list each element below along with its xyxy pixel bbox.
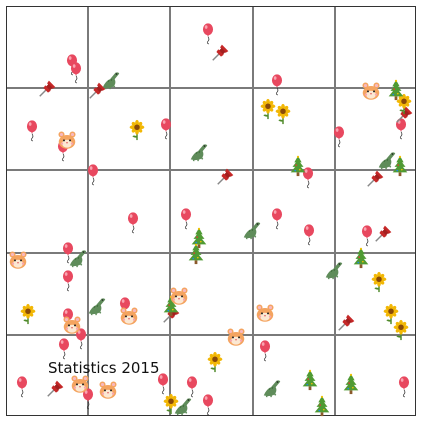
balloon-icon (70, 327, 92, 350)
pushpin-icon (87, 79, 109, 101)
crocodile-icon (261, 377, 283, 399)
sunflower-icon (393, 93, 415, 115)
grid-line-horizontal (7, 87, 415, 89)
sunflower-icon (160, 393, 182, 415)
pushpin-icon (215, 165, 237, 187)
pushpin-icon (336, 311, 358, 333)
balloon-icon (254, 339, 276, 362)
grid-line-horizontal (7, 169, 415, 171)
hamster-icon (168, 285, 190, 307)
game-board (6, 6, 416, 416)
sunflower-icon (272, 103, 294, 125)
crocodile-icon (188, 141, 210, 163)
sunflower-icon (257, 98, 279, 120)
balloon-icon (393, 375, 415, 398)
balloon-icon (82, 163, 104, 186)
crocodile-icon (376, 149, 398, 171)
crocodile-icon (86, 295, 108, 317)
sunflower-icon (390, 319, 412, 341)
balloon-icon (328, 125, 350, 148)
sunflower-icon (380, 303, 402, 325)
hamster-icon (69, 373, 91, 395)
hamster-icon (56, 129, 78, 151)
grid-line-vertical (334, 7, 336, 415)
balloon-icon (197, 22, 219, 45)
balloon-icon (175, 207, 197, 230)
balloon-icon (21, 119, 43, 142)
grid-line-vertical (169, 7, 171, 415)
christmas-tree-icon (389, 155, 411, 177)
hamster-icon (97, 379, 119, 401)
balloon-icon (11, 375, 33, 398)
balloon-icon (77, 387, 99, 410)
balloon-icon (152, 372, 174, 395)
hamster-icon (254, 302, 276, 324)
crocodile-icon (172, 395, 194, 417)
hamster-icon (118, 305, 140, 327)
balloon-icon (57, 241, 79, 264)
crocodile-icon (100, 69, 122, 91)
balloon-icon (298, 223, 320, 246)
balloon-icon (181, 375, 203, 398)
pushpin-icon (37, 77, 59, 99)
pushpin-icon (394, 103, 416, 125)
pushpin-icon (373, 222, 395, 244)
christmas-tree-icon (299, 369, 321, 391)
balloon-icon (53, 337, 75, 360)
sunflower-icon (368, 271, 390, 293)
christmas-tree-icon (385, 79, 407, 101)
pushpin-icon (365, 167, 387, 189)
christmas-tree-icon (287, 155, 309, 177)
christmas-tree-icon (185, 243, 207, 265)
grid-line-vertical (87, 7, 89, 415)
balloon-icon (122, 211, 144, 234)
chart-caption: Statistics 2015 (48, 359, 160, 377)
christmas-tree-icon (350, 247, 372, 269)
christmas-tree-icon (311, 395, 333, 417)
balloon-icon (65, 61, 87, 84)
balloon-icon (197, 393, 219, 416)
crocodile-icon (67, 247, 89, 269)
hamster-icon (360, 80, 382, 102)
hamster-icon (7, 249, 29, 271)
pushpin-icon (45, 377, 67, 399)
pushpin-icon (210, 41, 232, 63)
hamster-icon (225, 326, 247, 348)
crocodile-icon (241, 219, 263, 241)
christmas-tree-icon (188, 227, 210, 249)
balloon-icon (266, 73, 288, 96)
balloon-icon (266, 207, 288, 230)
balloon-icon (57, 269, 79, 292)
balloon-icon (155, 117, 177, 140)
sunflower-icon (204, 351, 226, 373)
sunflower-icon (126, 119, 148, 141)
hamster-icon (61, 314, 83, 336)
sunflower-icon (17, 303, 39, 325)
crocodile-icon (323, 259, 345, 281)
balloon-icon (356, 224, 378, 247)
grid-line-horizontal (7, 334, 415, 336)
christmas-tree-icon (340, 373, 362, 395)
balloon-icon (297, 166, 319, 189)
grid-line-horizontal (7, 252, 415, 254)
grid-line-vertical (252, 7, 254, 415)
